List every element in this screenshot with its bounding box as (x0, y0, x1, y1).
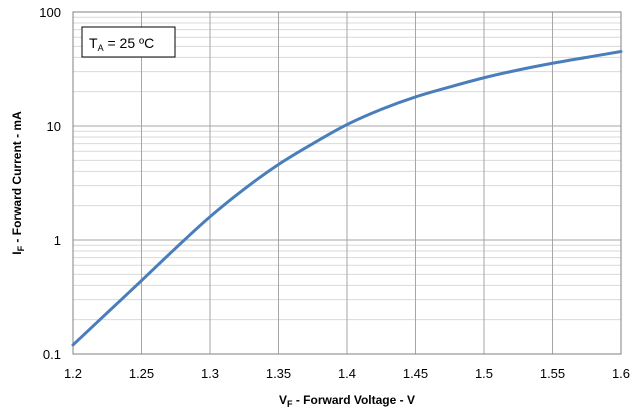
x-tick-label: 1.6 (612, 366, 630, 381)
forward-current-curve (71, 50, 623, 347)
x-axis-label: VF - Forward Voltage - V (279, 393, 415, 409)
x-tick-label: 1.5 (475, 366, 493, 381)
x-tick-label: 1.2 (64, 366, 82, 381)
x-tick-label: 1.45 (403, 366, 428, 381)
series-group (71, 50, 623, 347)
x-tick-label: 1.25 (129, 366, 154, 381)
x-tick-label: 1.55 (540, 366, 565, 381)
annotation-box (81, 26, 176, 58)
y-axis-label: IF - Forward Current - mA (10, 111, 26, 255)
plot-frame (72, 11, 622, 355)
grid (72, 11, 622, 355)
x-tick-label: 1.3 (201, 366, 219, 381)
temperature-annotation: TA = 25 ºC (81, 26, 176, 58)
x-tick-label: 1.4 (338, 366, 356, 381)
y-tick-label: 0.1 (43, 347, 61, 362)
y-tick-label: 1 (54, 233, 61, 248)
x-tick-label: 1.35 (266, 366, 291, 381)
y-tick-labels: 0.1 1 10 100 (39, 5, 61, 362)
x-tick-labels: 1.2 1.25 1.3 1.35 1.4 1.45 1.5 1.55 1.6 (64, 366, 630, 381)
annotation-text: TA = 25 ºC (89, 35, 154, 53)
y-tick-label: 100 (39, 5, 61, 20)
y-tick-label: 10 (47, 119, 61, 134)
